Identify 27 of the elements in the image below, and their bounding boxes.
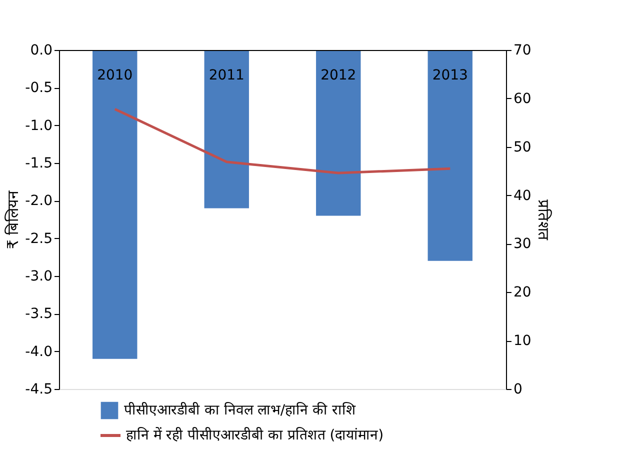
y2-tick-label: 40 bbox=[514, 188, 532, 204]
y2-tick-label: 70 bbox=[514, 42, 532, 58]
y-tick-label: -1.5 bbox=[25, 156, 52, 172]
y2-axis-title: प्रतिशत bbox=[534, 200, 552, 240]
y2-tick-label: 0 bbox=[514, 382, 522, 398]
y2-tick-label: 20 bbox=[514, 284, 532, 301]
y-tick-label: -3.0 bbox=[25, 268, 52, 284]
line-series bbox=[114, 108, 452, 174]
x-tick-label: 2013 bbox=[432, 68, 468, 84]
y-tick-label: 0.0 bbox=[30, 42, 52, 58]
y-tick-label: -2.0 bbox=[25, 193, 52, 210]
y-tick-label: -4.0 bbox=[25, 344, 52, 360]
x-tick-label: 2011 bbox=[208, 68, 244, 84]
y-tick-label: -2.5 bbox=[25, 230, 52, 247]
y-tick-label: -1.0 bbox=[25, 118, 52, 134]
y2-tick-label: 30 bbox=[514, 236, 532, 252]
legend-label: पीसीएआरडीबी का निवल लाभ/हानि की राशि bbox=[124, 402, 356, 418]
y-tick-label: -4.5 bbox=[25, 382, 52, 398]
x-tick-label: 2010 bbox=[97, 68, 133, 84]
y-tick-label: -3.5 bbox=[25, 306, 52, 322]
y2-tick-label: 60 bbox=[514, 90, 532, 107]
y2-tick-label: 10 bbox=[514, 333, 532, 350]
legend-label: हानि में रही पीसीएआरडीबी का प्रतिशत (दायांमान) bbox=[126, 426, 384, 444]
y-axis-title: ₹ बिलियन bbox=[4, 190, 22, 250]
y2-tick-label: 50 bbox=[514, 139, 532, 156]
y-tick-label: -0.5 bbox=[25, 80, 52, 96]
x-tick-label: 2012 bbox=[320, 68, 356, 84]
